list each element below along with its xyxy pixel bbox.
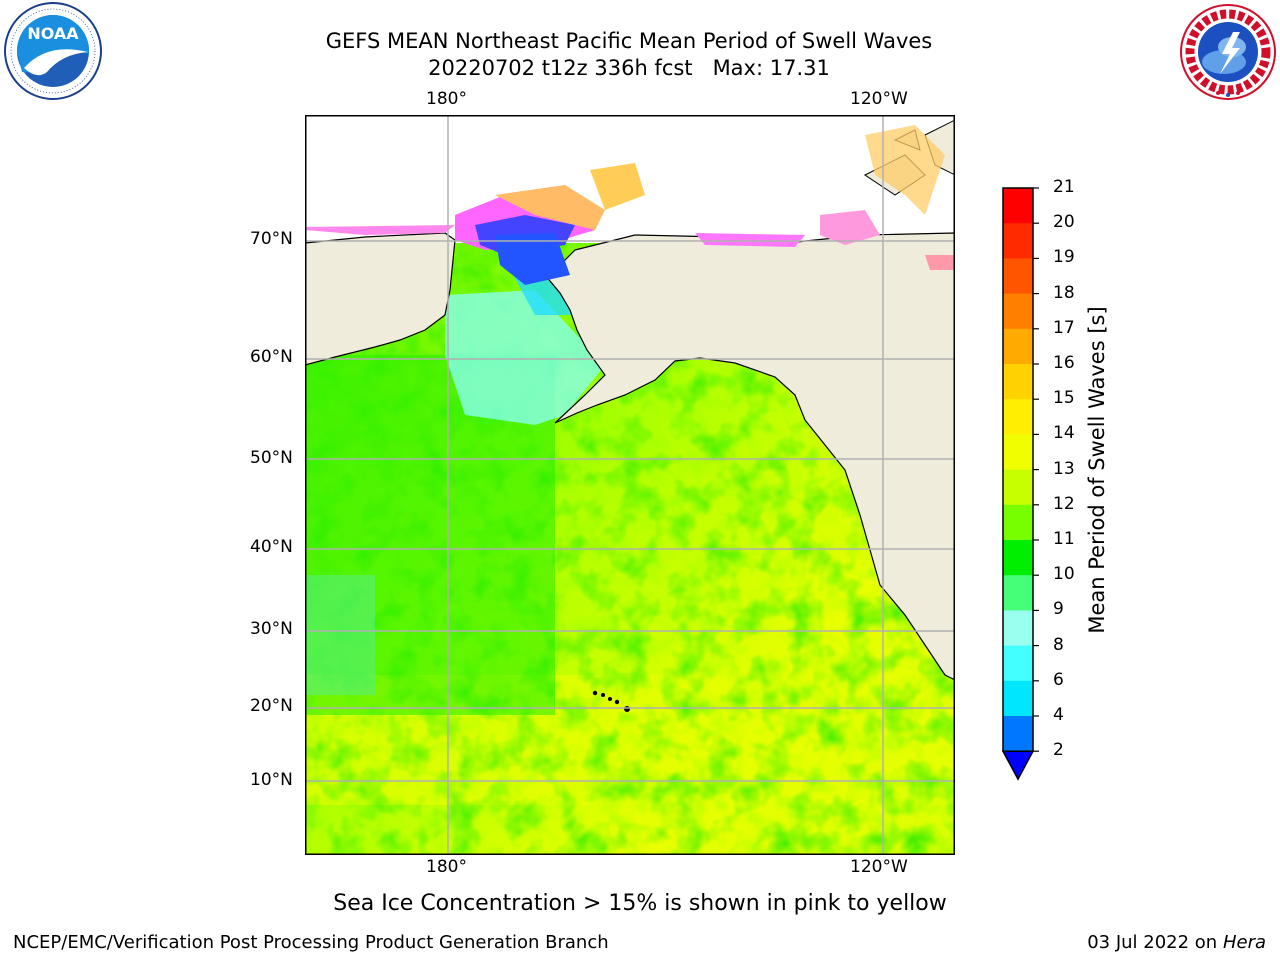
- lon-label-bottom-120w: 120°W: [850, 857, 908, 877]
- lat-label-40n: 40°N: [250, 537, 293, 557]
- colorbar-segment: [1003, 223, 1033, 259]
- land-north-america: [544, 232, 955, 681]
- lat-label-70n: 70°N: [250, 229, 293, 249]
- colorbar-extend-triangle: [1001, 750, 1035, 781]
- lat-label-50n: 50°N: [250, 448, 293, 468]
- colorbar-segment: [1003, 645, 1033, 682]
- colorbar-tick-label: 14: [1053, 423, 1075, 444]
- map-frame: [305, 115, 955, 855]
- noaa-logo: NOAA: [4, 2, 102, 100]
- colorbar-segment: [1003, 328, 1033, 365]
- colorbar-segment: [1003, 575, 1033, 611]
- footer-host: Hera: [1222, 932, 1266, 953]
- noaa-logo-text: NOAA: [27, 24, 79, 43]
- colorbar-segment: [1003, 364, 1033, 400]
- colorbar-tick-label: 2: [1053, 740, 1064, 761]
- nws-logo: [1180, 4, 1276, 100]
- lat-label-30n: 30°N: [250, 619, 293, 639]
- lon-label-top-120w: 120°W: [850, 89, 908, 109]
- colorbar-tick-label: 11: [1053, 529, 1075, 549]
- colorbar-tick-label: 16: [1053, 353, 1075, 373]
- chart-subtitle: 20220702 t12z 336h fcst Max: 17.31: [428, 56, 830, 80]
- colorbar-tick-label: 6: [1053, 669, 1064, 690]
- colorbar-segment: [1003, 680, 1033, 717]
- map-panel: [305, 115, 955, 855]
- colorbar-segment: [1003, 293, 1033, 330]
- footer-credit: NCEP/EMC/Verification Post Processing Pr…: [13, 932, 609, 953]
- colorbar-segment: [1003, 258, 1033, 295]
- colorbar-tick-label: 13: [1053, 458, 1075, 479]
- colorbar-tick-label: 9: [1053, 599, 1064, 620]
- colorbar-tick-label: 18: [1053, 282, 1075, 303]
- colorbar-tick-label: 20: [1053, 212, 1075, 233]
- lon-label-top-180: 180°: [426, 89, 467, 109]
- colorbar-segment: [1003, 504, 1033, 541]
- sea-ice-note: Sea Ice Concentration > 15% is shown in …: [333, 891, 947, 916]
- colorbar-segment: [1003, 610, 1033, 647]
- colorbar-tick-label: 17: [1053, 317, 1075, 338]
- colorbar-tick-label: 21: [1053, 177, 1075, 197]
- colorbar-tick-label: 15: [1053, 388, 1075, 409]
- colorbar-title: Mean Period of Swell Waves [s]: [1085, 306, 1109, 634]
- colorbar-tick-label: 19: [1053, 247, 1075, 268]
- colorbar-segment: [1003, 540, 1033, 576]
- colorbar-tick-label: 4: [1053, 705, 1064, 725]
- colorbar-segment: [1003, 399, 1033, 435]
- graticule: [305, 115, 955, 855]
- lat-label-60n: 60°N: [250, 347, 293, 367]
- chart-title: GEFS MEAN Northeast Pacific Mean Period …: [325, 29, 933, 53]
- colorbar-segment: [1003, 469, 1033, 506]
- colorbar-tick-label: 10: [1053, 564, 1075, 585]
- lon-label-bottom-180: 180°: [426, 857, 467, 877]
- colorbar-tick-label: 8: [1053, 634, 1064, 655]
- footer-date: 03 Jul 2022 on Hera: [1087, 932, 1266, 953]
- footer-date-text: 03 Jul 2022 on: [1087, 932, 1223, 953]
- colorbar-segment: [1003, 716, 1033, 752]
- colorbar: [1001, 187, 1039, 781]
- lat-label-10n: 10°N: [250, 770, 293, 790]
- colorbar-tick-label: 12: [1053, 493, 1075, 514]
- colorbar-segment: [1003, 188, 1033, 224]
- lat-label-20n: 20°N: [250, 696, 293, 716]
- colorbar-segment: [1003, 434, 1033, 471]
